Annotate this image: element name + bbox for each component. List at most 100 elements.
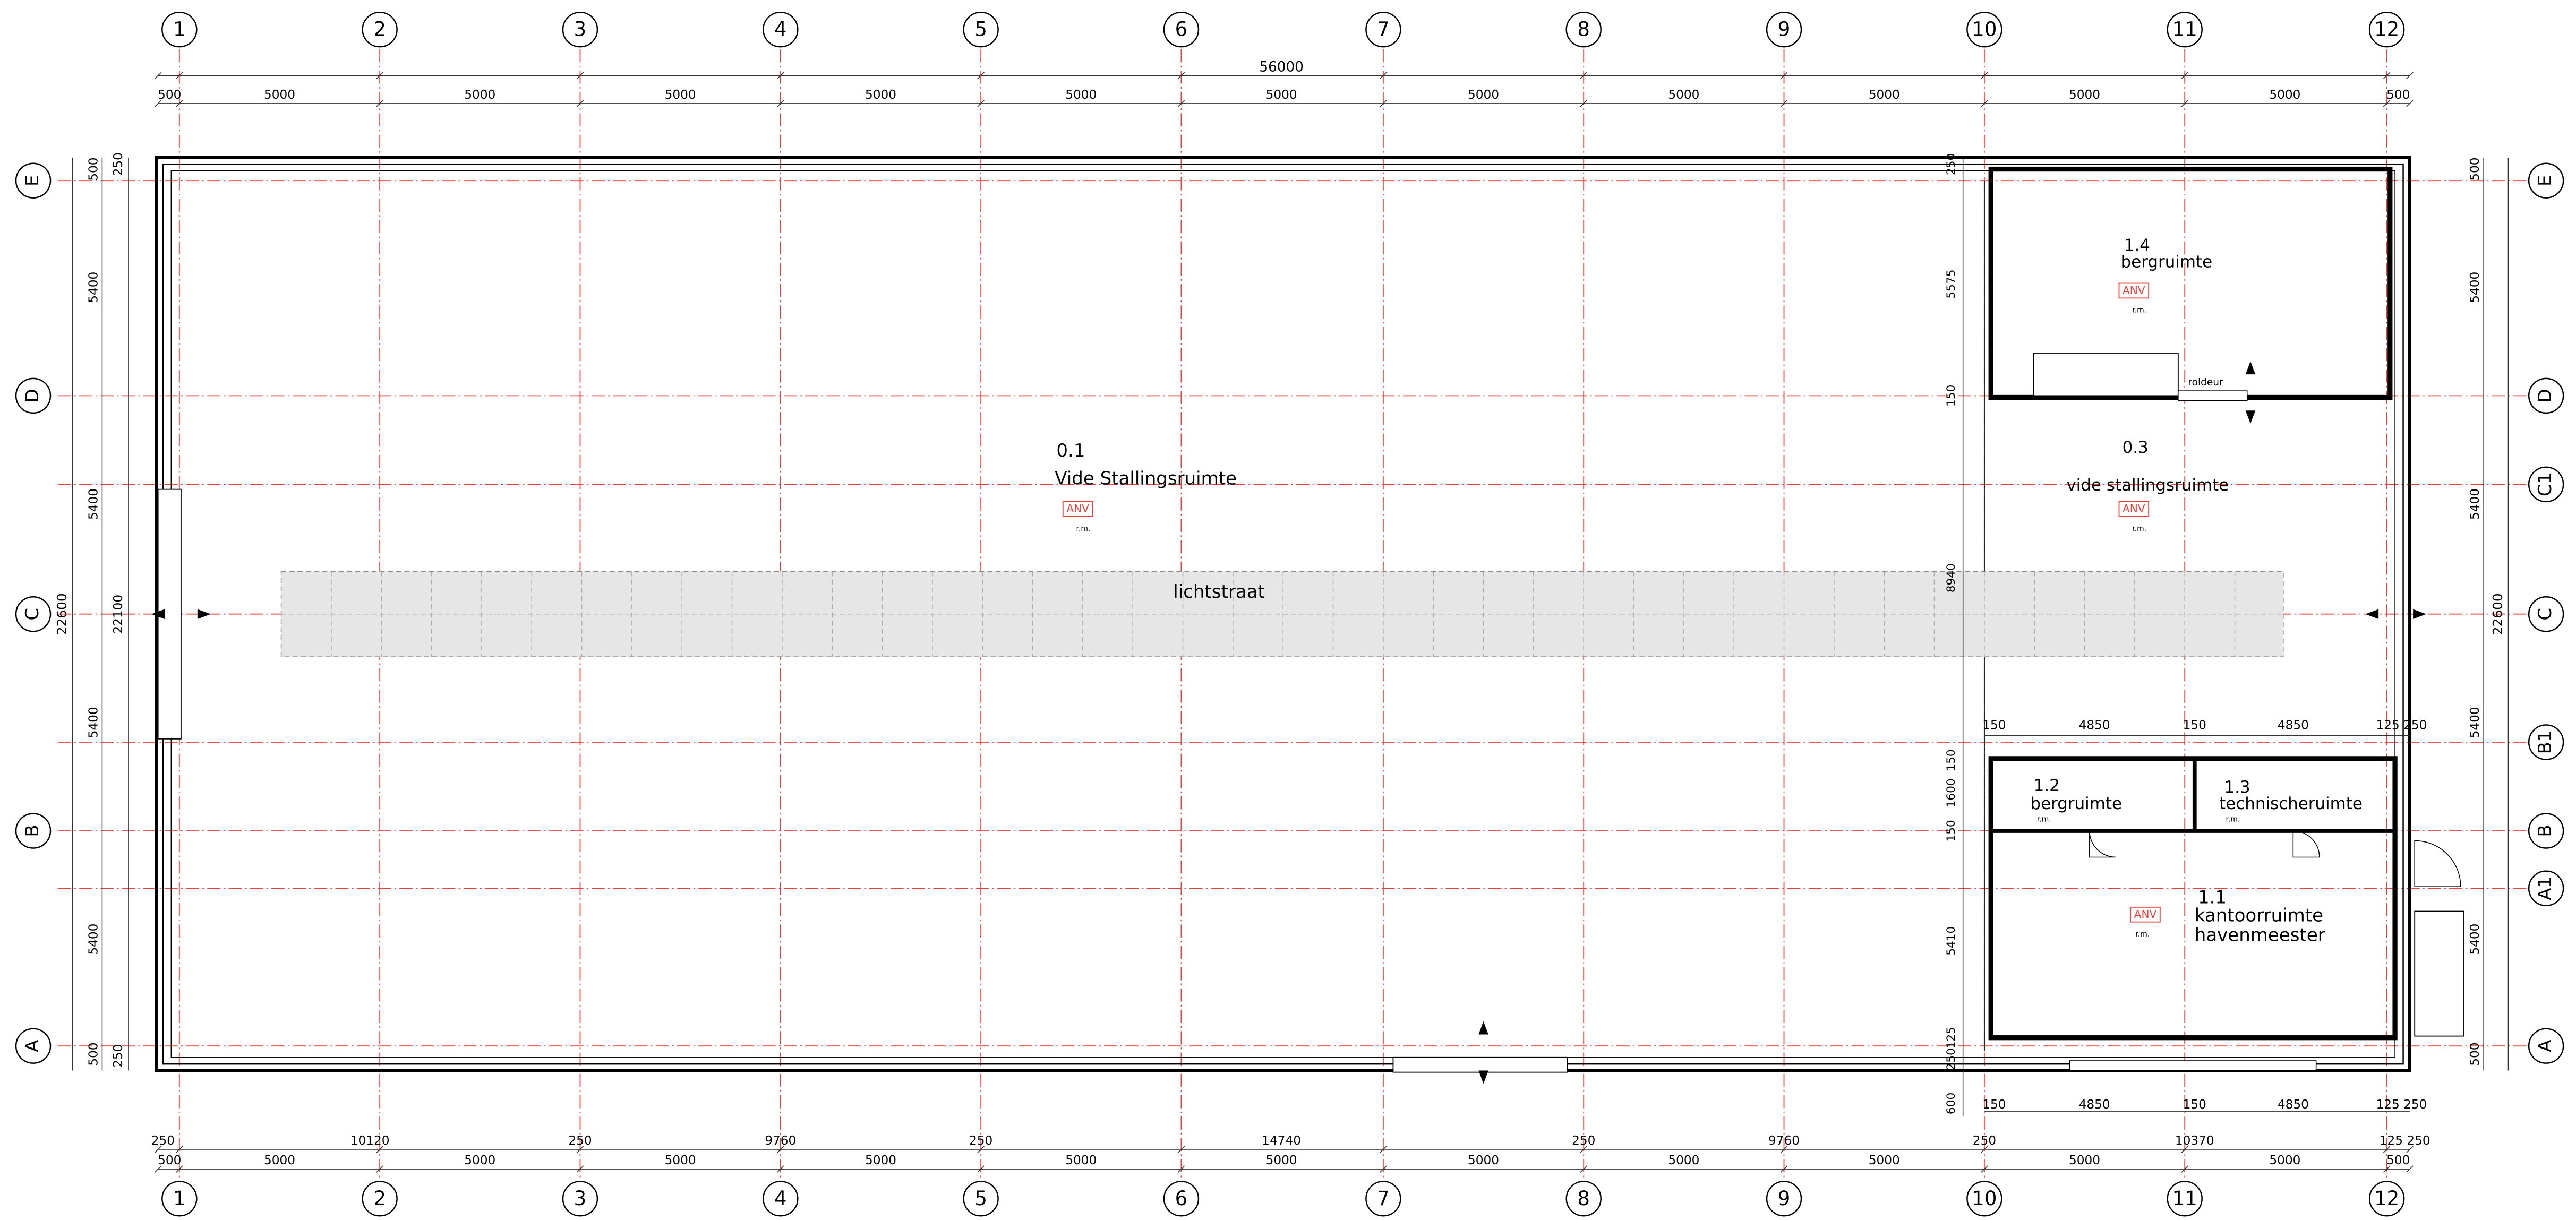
dimension-tick	[2406, 1165, 2414, 1173]
room-note: r.m.	[2132, 525, 2146, 533]
dimension-label: 250	[111, 1044, 125, 1068]
dimension-label: 5000	[264, 1153, 295, 1167]
room-tag: ANV	[2123, 502, 2145, 515]
room-name: technischeruimte	[2219, 794, 2363, 813]
grid-bubble	[161, 11, 198, 48]
grid-bubble	[2167, 11, 2203, 48]
room-number: 1.3	[2224, 778, 2250, 797]
room-tag: ANV	[2134, 908, 2157, 921]
room-number: 1.2	[2034, 776, 2060, 795]
dimension-label: 5400	[2468, 707, 2482, 738]
dimension-label: 5575	[1945, 270, 1958, 299]
grid-bubble	[2528, 724, 2564, 760]
grid-bubble	[362, 1181, 398, 1217]
arrow	[2413, 609, 2426, 620]
dimension-label: 250	[111, 152, 125, 176]
dimension-tick	[1380, 72, 1387, 80]
dimension-label: 125	[1945, 1027, 1958, 1049]
grid-bubble	[763, 1181, 799, 1217]
dimension-tick	[1780, 72, 1788, 80]
dimension-label: 250	[1572, 1133, 1595, 1148]
stair	[2414, 910, 2464, 1037]
dimension-tick	[1580, 1165, 1587, 1173]
room-tag-box	[1062, 501, 1093, 517]
grid-label: 4	[774, 18, 787, 41]
grid-bubble	[2368, 1181, 2405, 1217]
grid-label: 11	[2172, 1187, 2197, 1210]
grid-bubble	[15, 596, 52, 632]
dimension-label: 5400	[2468, 924, 2482, 955]
dimension-tick	[777, 1146, 784, 1153]
dimension-label: 5000	[1468, 88, 1499, 102]
grid-bubble	[2528, 813, 2564, 849]
dimension-label: 5400	[86, 272, 100, 303]
roller-door-label: roldeur	[2188, 377, 2223, 388]
dimension-tick	[977, 1146, 985, 1153]
room-name: kantoorruimte	[2195, 905, 2323, 926]
grid-label: 10	[1972, 1187, 1997, 1210]
dimension-tick	[376, 1165, 383, 1173]
dimension-tick	[1981, 100, 1988, 107]
dimension-label: 5000	[865, 88, 896, 102]
grid-bubble	[1565, 1181, 1602, 1217]
grid-bubble	[2528, 596, 2564, 632]
dimension-tick	[176, 100, 183, 107]
dimension-label: 150	[2183, 1097, 2206, 1112]
walls	[151, 156, 2464, 1084]
room-tag: ANV	[1066, 502, 1089, 515]
dimension-label: 9760	[765, 1133, 796, 1148]
dimension-tick	[576, 1165, 584, 1173]
dimension-tick	[176, 72, 183, 80]
dimension-label: 125 250	[2376, 1097, 2427, 1112]
door-swing	[2292, 830, 2320, 858]
dimension-tick	[1380, 1146, 1387, 1153]
grid-bubble	[2368, 11, 2405, 48]
grid-bubble	[15, 813, 52, 849]
dimension-label: 150	[1945, 749, 1958, 771]
room-number: 1.1	[2198, 887, 2227, 908]
grid-bubble	[1365, 11, 1401, 48]
dimension-label: 5000	[1668, 88, 1699, 102]
grid-label: 5	[974, 1187, 987, 1210]
grid-label: B1	[2535, 730, 2556, 754]
dimension-label: 5400	[86, 924, 100, 955]
dimension-label: 5410	[1945, 926, 1958, 956]
dimension-label: 5400	[2468, 488, 2482, 520]
grid-bubble	[2528, 377, 2564, 414]
dimension-tick	[777, 72, 784, 80]
dimension-tick	[1780, 1165, 1788, 1173]
grid-bubble	[362, 11, 398, 48]
dimension-label: 150	[2183, 718, 2206, 733]
grid-bubble	[1966, 11, 2002, 48]
grid-label: B	[22, 824, 43, 837]
dimension-label: 5000	[1668, 1153, 1699, 1167]
room-note: r.m.	[1076, 525, 1091, 533]
grid-label: 10	[1972, 18, 1997, 41]
dimension-label: 5000	[665, 1153, 696, 1167]
grid-bubble	[2528, 466, 2564, 503]
dimension-tick	[154, 72, 162, 80]
dimension-label: 5400	[86, 488, 100, 520]
dimension-tick	[2406, 1146, 2414, 1153]
grid-bubble	[2167, 1181, 2203, 1217]
dimension-tick	[777, 100, 784, 107]
dimension-label: 125 250	[2376, 718, 2427, 733]
dimension-tick	[376, 100, 383, 107]
dimension-label: 22600	[54, 593, 70, 635]
dimension-tick	[1981, 72, 1988, 80]
dimension-label: 8940	[1945, 563, 1958, 592]
dimension-label: 250	[568, 1133, 592, 1148]
dimension-label: 500	[158, 1153, 181, 1167]
dimension-label: 10370	[2175, 1133, 2214, 1148]
dimension-label: 5000	[2269, 88, 2300, 102]
dimension-label: 5000	[264, 88, 295, 102]
dimension-label: 9760	[1768, 1133, 1800, 1148]
dimension-tick	[1380, 1165, 1387, 1173]
dimension-label: 5000	[1468, 1153, 1499, 1167]
grid-label: 4	[774, 1187, 787, 1210]
dimension-tick	[2181, 1146, 2188, 1153]
dimension-tick	[154, 1146, 162, 1153]
dimension-label: 5400	[2468, 272, 2482, 303]
arrow	[2365, 609, 2379, 620]
